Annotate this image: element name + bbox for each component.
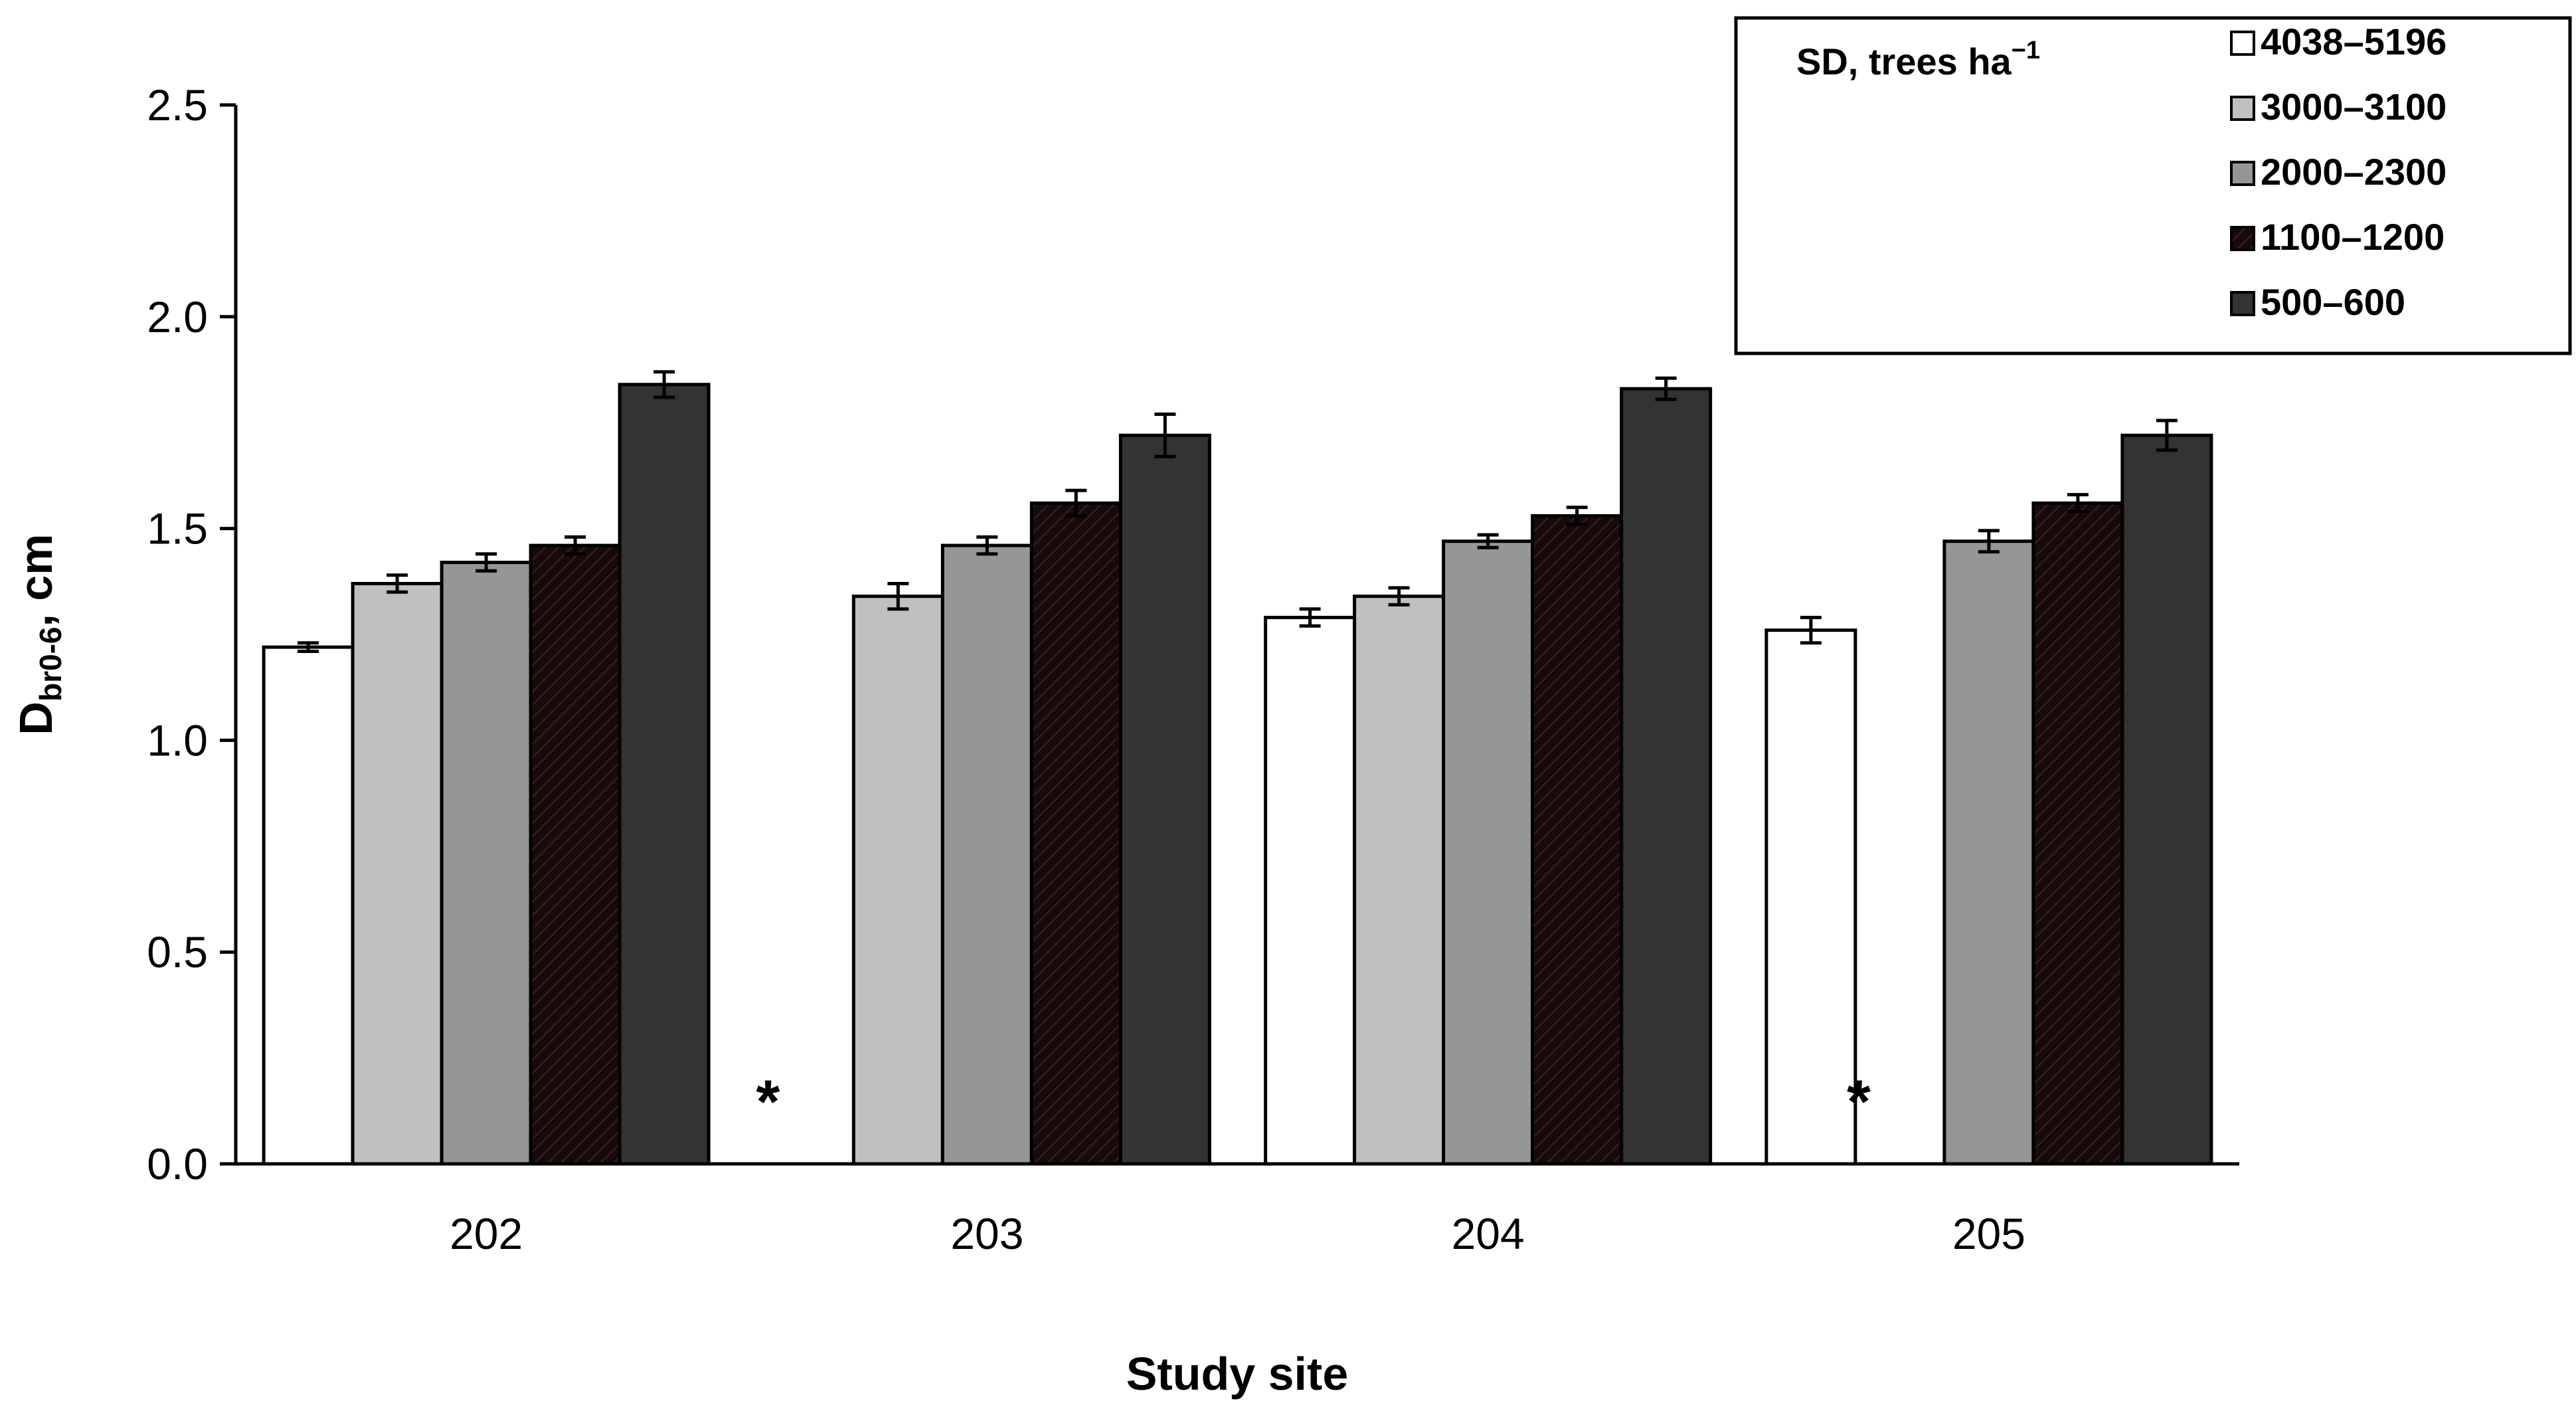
legend-title-text: SD, trees ha	[1796, 41, 2012, 82]
legend-swatch	[2230, 226, 2255, 251]
legend-label: 4038–5196	[2261, 21, 2447, 62]
bar-205-1100–1200	[2031, 501, 2124, 1166]
bars	[262, 383, 2213, 1166]
error-bar	[976, 535, 998, 556]
legend-swatch	[2230, 96, 2255, 121]
error-bar	[1065, 488, 1087, 517]
legend-label: 1100–1200	[2261, 216, 2445, 258]
legend-item: 1100–1200	[2230, 216, 2445, 258]
error-bar	[1477, 533, 1499, 549]
x-axis-title: Study site	[1126, 1348, 1349, 1400]
legend: SD, trees ha−1 4038–5196 3000–3100 2000–23…	[1734, 16, 2572, 355]
y-tick-label: 2.0	[147, 292, 208, 341]
legend-item: 2000–2300	[2230, 151, 2447, 193]
error-bar	[298, 641, 319, 654]
error-bar	[1388, 586, 1410, 607]
legend-label: 500–600	[2261, 281, 2405, 323]
error-bar	[2067, 493, 2089, 514]
error-bar	[1154, 412, 1176, 458]
legend-box	[1734, 16, 2572, 355]
y-tick-label: 0.5	[147, 927, 208, 977]
error-bar	[1655, 376, 1677, 401]
error-bar	[564, 535, 586, 556]
bar-203-500–600	[1118, 433, 1211, 1166]
bar-202-500–600	[618, 383, 711, 1166]
bar-204-4038–5196	[1264, 615, 1357, 1166]
bar-203-3000–3100	[851, 595, 944, 1166]
missing-data-marker: *	[1847, 1068, 1871, 1136]
missing-markers: * *	[756, 1068, 1871, 1136]
bar-204-3000–3100	[1353, 595, 1446, 1166]
x-tick-label: 204	[1452, 1209, 1525, 1258]
legend-title-superscript: −1	[2012, 37, 2040, 64]
legend-items: 4038–5196 3000–3100 2000–2300 1100–1200 500–…	[2230, 21, 2447, 323]
error-bar	[1299, 607, 1321, 628]
bar-203-1100–1200	[1029, 501, 1122, 1166]
x-tick-label: 203	[950, 1209, 1023, 1258]
y-tick-label: 2.5	[147, 80, 208, 130]
error-bar	[887, 581, 909, 611]
error-bar	[1978, 529, 2000, 554]
legend-item: 500–600	[2230, 281, 2405, 323]
y-tick-label: 1.0	[147, 715, 208, 765]
missing-data-marker: *	[756, 1068, 780, 1136]
bar-204-1100–1200	[1531, 514, 1624, 1166]
y-tick-label: 0.0	[147, 1139, 208, 1188]
bar-202-3000–3100	[351, 581, 444, 1166]
legend-label: 2000–2300	[2261, 151, 2447, 193]
error-bar	[386, 573, 408, 594]
y-axis-title-subscript: br0-6	[33, 627, 68, 702]
bar-205-500–600	[2120, 433, 2213, 1166]
y-axis-title-unit: , cm	[10, 533, 62, 626]
legend-swatch	[2230, 161, 2255, 186]
error-bar	[475, 552, 497, 573]
bar-204-2000–2300	[1442, 539, 1535, 1166]
legend-item: 4038–5196	[2230, 21, 2447, 62]
bar-202-1100–1200	[529, 543, 622, 1166]
legend-swatch	[2230, 291, 2255, 316]
x-tick-label: 205	[1952, 1209, 2025, 1258]
legend-title: SD, trees ha−1	[1796, 37, 2040, 82]
error-bar	[2156, 419, 2178, 452]
y-tick-label: 1.5	[147, 504, 208, 553]
y-axis-title: Dbr0-6, cm	[10, 533, 68, 735]
error-bar	[1800, 615, 1822, 645]
y-axis-title-main: D	[10, 702, 62, 735]
error-bar	[653, 370, 675, 399]
bar-202-4038–5196	[262, 645, 355, 1166]
x-tick-label: 202	[450, 1209, 523, 1258]
legend-label: 3000–3100	[2261, 86, 2447, 128]
legend-item: 3000–3100	[2230, 86, 2447, 128]
bar-205-4038–5196	[1764, 628, 1857, 1166]
y-axis-ticks: 0.0 0.5 1.0 1.5 2.0 2.5	[147, 80, 236, 1188]
bar-205-2000–2300	[1942, 539, 2035, 1166]
legend-swatch	[2230, 31, 2255, 56]
bar-203-2000–2300	[940, 543, 1033, 1166]
error-bar	[1566, 506, 1588, 526]
error-bars	[298, 370, 2178, 654]
bar-204-500–600	[1620, 387, 1713, 1166]
bar-202-2000–2300	[440, 561, 533, 1166]
x-axis-labels: 202 203 204 205	[450, 1209, 2025, 1258]
